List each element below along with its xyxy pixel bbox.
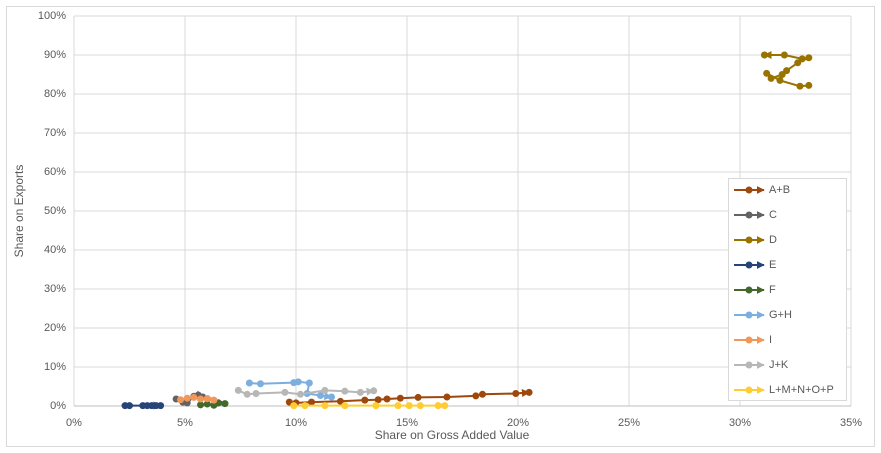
point — [210, 396, 218, 404]
x-tick-label: 20% — [507, 417, 529, 429]
point — [308, 398, 316, 406]
y-tick-label: 40% — [44, 244, 66, 256]
point — [190, 393, 198, 401]
point — [197, 401, 205, 409]
point — [316, 391, 324, 399]
point — [434, 402, 442, 410]
point — [776, 76, 784, 84]
point — [234, 386, 242, 394]
point — [416, 402, 424, 410]
point — [525, 388, 533, 396]
point — [157, 402, 165, 410]
point — [321, 402, 329, 410]
x-tick-label: 5% — [177, 417, 193, 429]
point — [443, 393, 451, 401]
legend-label: G+H — [769, 309, 792, 321]
y-tick-label: 60% — [44, 166, 66, 178]
point — [290, 402, 298, 410]
point — [374, 396, 382, 404]
x-tick-label: 0% — [66, 417, 82, 429]
y-tick-label: 70% — [44, 127, 66, 139]
point — [405, 402, 413, 410]
legend-label: E — [769, 259, 776, 271]
legend-marker — [745, 186, 753, 194]
point — [441, 402, 449, 410]
legend-label: J+K — [769, 359, 789, 371]
legend-marker — [745, 386, 753, 394]
point — [760, 51, 768, 59]
point — [370, 387, 378, 395]
y-tick-label: 0% — [50, 400, 66, 412]
point — [394, 402, 402, 410]
legend-marker — [745, 336, 753, 344]
point — [767, 74, 775, 82]
point — [221, 400, 229, 408]
legend-label: I — [769, 334, 772, 346]
x-axis-title: Share on Gross Added Value — [375, 428, 530, 442]
y-tick-label: 100% — [38, 10, 66, 22]
legend-label: A+B — [769, 184, 790, 196]
point — [361, 396, 369, 404]
x-tick-label: 10% — [285, 417, 307, 429]
legend-marker — [745, 311, 753, 319]
point — [183, 394, 191, 402]
x-tick-label: 35% — [840, 417, 862, 429]
point — [805, 54, 813, 62]
point — [805, 81, 813, 89]
point — [126, 402, 133, 410]
point — [356, 388, 364, 396]
point — [798, 55, 806, 63]
y-tick-label: 10% — [44, 361, 66, 373]
point — [294, 378, 302, 386]
point — [478, 390, 486, 398]
point — [197, 395, 205, 403]
point — [245, 379, 253, 387]
point — [472, 392, 480, 400]
legend-label: F — [769, 284, 776, 296]
legend-label: D — [769, 234, 777, 246]
point — [341, 387, 349, 395]
point — [203, 395, 211, 403]
y-tick-label: 20% — [44, 322, 66, 334]
legend-marker — [745, 236, 753, 244]
point — [796, 82, 804, 90]
point — [296, 390, 304, 398]
point — [763, 69, 771, 77]
point — [177, 396, 185, 404]
legend-marker — [745, 211, 753, 219]
y-tick-label: 50% — [44, 205, 66, 217]
point — [341, 402, 349, 410]
point — [256, 380, 264, 388]
y-tick-label: 30% — [44, 283, 66, 295]
point — [512, 390, 520, 398]
legend-label: L+M+N+O+P — [769, 384, 834, 396]
x-tick-label: 30% — [729, 417, 751, 429]
point — [321, 386, 329, 394]
x-tick-label: 25% — [618, 417, 640, 429]
point — [328, 393, 336, 401]
point — [780, 51, 788, 59]
x-tick-label: 15% — [396, 417, 418, 429]
point — [301, 402, 309, 410]
y-axis-title: Share on Exports — [12, 165, 26, 258]
legend-marker — [745, 286, 753, 294]
y-tick-label: 90% — [44, 49, 66, 61]
point — [336, 397, 344, 405]
legend-marker — [745, 261, 753, 269]
point — [252, 390, 260, 398]
legend-label: C — [769, 209, 777, 221]
point — [383, 395, 391, 403]
y-tick-label: 80% — [44, 88, 66, 100]
point — [372, 402, 380, 410]
legend-marker — [745, 361, 753, 369]
point — [281, 388, 289, 396]
point — [396, 394, 404, 402]
point — [414, 393, 422, 401]
point — [783, 67, 791, 75]
point — [305, 379, 313, 387]
point — [243, 390, 251, 398]
